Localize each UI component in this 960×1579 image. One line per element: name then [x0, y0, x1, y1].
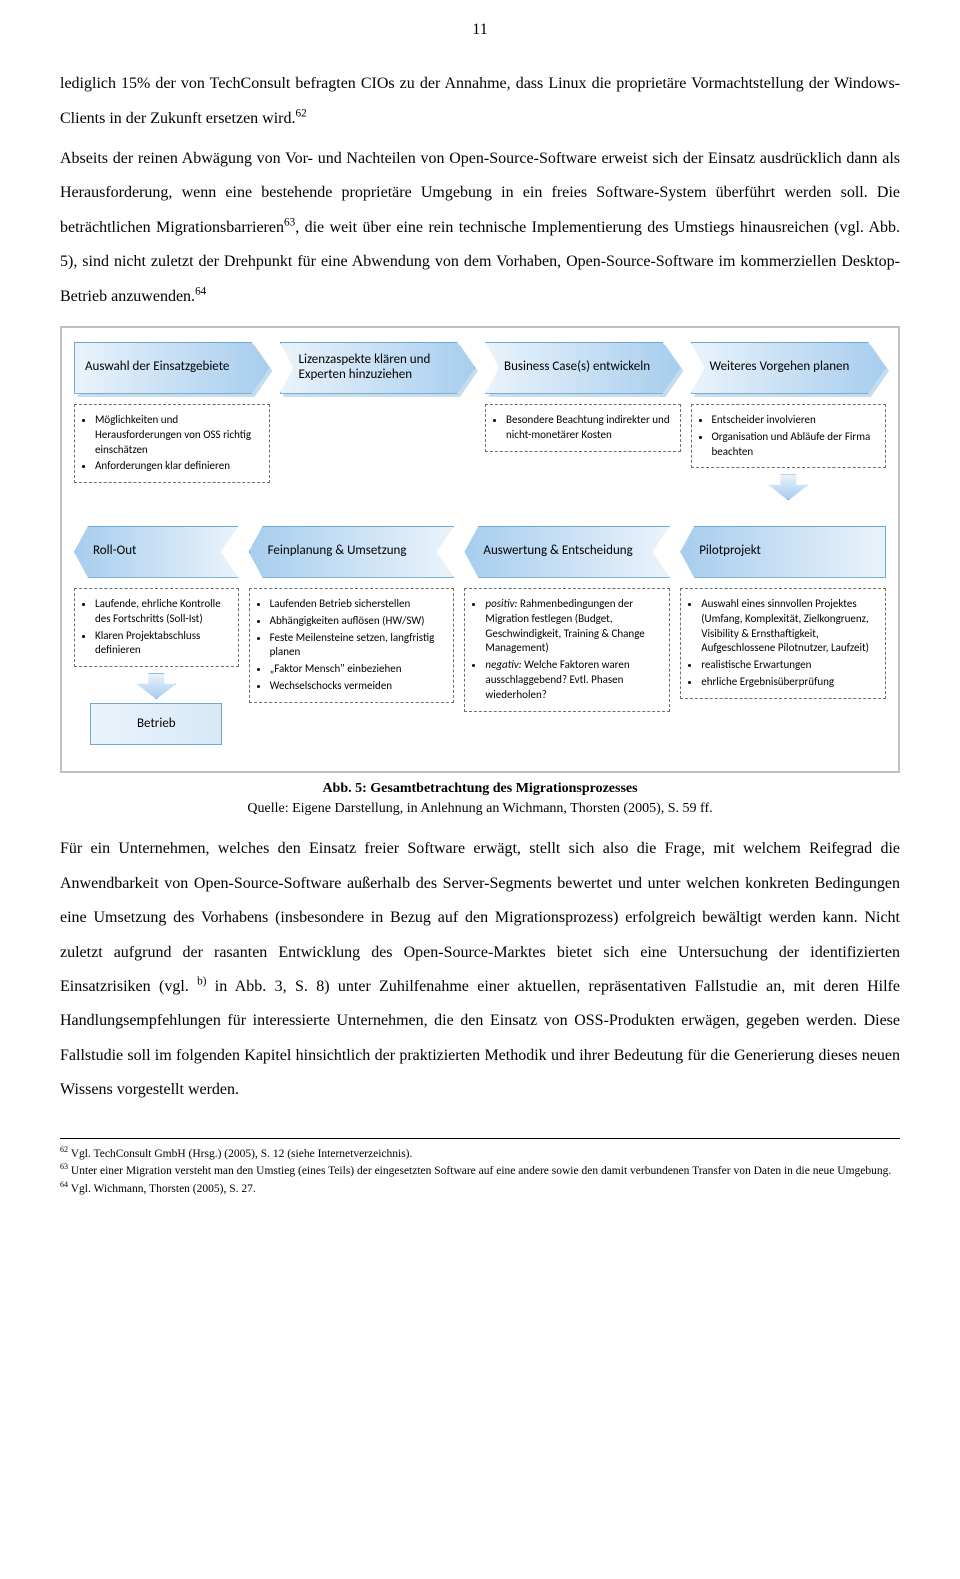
bullets-rollout: Laufende, ehrliche Kontrolle des Fortsch…	[74, 588, 239, 667]
figure-5: Auswahl der Einsatzgebiete Möglichkeiten…	[60, 326, 900, 773]
chev-feinplanung: Feinplanung & Umsetzung	[249, 526, 455, 578]
footnotes: 62 Vgl. TechConsult GmbH (Hrsg.) (2005),…	[60, 1138, 900, 1198]
chev-auswertung: Auswertung & Entscheidung	[464, 526, 670, 578]
chev-rollout: Roll-Out	[74, 526, 239, 578]
step-rollout: Roll-Out Laufende, ehrliche Kontrolle de…	[74, 526, 239, 745]
footnote-ref-63: 63	[284, 216, 295, 228]
paragraph-2: Abseits der reinen Abwägung von Vor- und…	[60, 142, 900, 314]
bullet: Organisation und Abläufe der Firma beach…	[712, 430, 878, 460]
down-arrow-icon	[768, 474, 808, 500]
bullet: „Faktor Mensch" einbeziehen	[270, 662, 446, 677]
bullet: Möglichkeiten und Herausforderungen von …	[95, 413, 261, 458]
paragraph-1: lediglich 15% der von TechConsult befrag…	[60, 67, 900, 136]
bullet: Laufende, ehrliche Kontrolle des Fortsch…	[95, 597, 230, 627]
bullet: Laufenden Betrieb sicherstellen	[270, 597, 446, 612]
paragraph-3: Für ein Unternehmen, welches den Einsatz…	[60, 832, 900, 1107]
footnote-ref-64: 64	[195, 285, 206, 297]
step-lizenz: Lizenzaspekte klären und Experten hinzuz…	[280, 342, 476, 512]
bullet: Abhängigkeiten auflösen (HW/SW)	[270, 614, 446, 629]
footnote-64: 64 Vgl. Wichmann, Thorsten (2005), S. 27…	[60, 1182, 900, 1198]
betrieb-box: Betrieb	[90, 703, 222, 745]
step-feinplanung: Feinplanung & Umsetzung Laufenden Betrie…	[249, 526, 455, 745]
para3-post: in Abb. 3, S. 8) unter Zuhilfenahme eine…	[60, 978, 900, 1098]
figure-caption: Abb. 5: Gesamtbetrachtung des Migrations…	[60, 779, 900, 818]
flow-row-1: Auswahl der Einsatzgebiete Möglichkeiten…	[74, 342, 886, 512]
bullet: Entscheider involvieren	[712, 413, 878, 428]
bullet: Klaren Projektabschluss definieren	[95, 629, 230, 659]
bullets-business: Besondere Beachtung indirekter und nicht…	[485, 404, 681, 452]
footnote-62: 62 Vgl. TechConsult GmbH (Hrsg.) (2005),…	[60, 1147, 900, 1163]
down-arrow-icon	[136, 673, 176, 699]
bullet: Feste Meilensteine setzen, langfristig p…	[270, 631, 446, 661]
step-business-case: Business Case(s) entwickeln Besondere Be…	[485, 342, 681, 512]
bullets-vorgehen: Entscheider involvieren Organisation und…	[691, 404, 887, 469]
bullets-pilot: Auswahl eines sinnvollen Projektes (Umfa…	[680, 588, 886, 699]
bullets-auswahl: Möglichkeiten und Herausforderungen von …	[74, 404, 270, 483]
chev-auswahl: Auswahl der Einsatzgebiete	[74, 342, 270, 394]
step-pilot: Pilotprojekt Auswahl eines sinnvollen Pr…	[680, 526, 886, 745]
bullet: ehrliche Ergebnisüberprüfung	[701, 675, 877, 690]
step-auswertung: Auswertung & Entscheidung positiv: Rahme…	[464, 526, 670, 745]
flow-row-2: Roll-Out Laufende, ehrliche Kontrolle de…	[74, 526, 886, 745]
caption-subtitle: Quelle: Eigene Darstellung, in Anlehnung…	[247, 801, 712, 816]
footnote-63: 63 Unter einer Migration versteht man de…	[60, 1164, 900, 1180]
para3-pre: Für ein Unternehmen, welches den Einsatz…	[60, 840, 900, 995]
chev-business: Business Case(s) entwickeln	[485, 342, 681, 394]
page-number: 11	[60, 20, 900, 39]
step-vorgehen: Weiteres Vorgehen planen Entscheider inv…	[691, 342, 887, 512]
bullets-feinplanung: Laufenden Betrieb sicherstellen Abhängig…	[249, 588, 455, 703]
bullet: Besondere Beachtung indirekter und nicht…	[506, 413, 672, 443]
bullet: realistische Erwartungen	[701, 658, 877, 673]
step-auswahl: Auswahl der Einsatzgebiete Möglichkeiten…	[74, 342, 270, 512]
bullet: Auswahl eines sinnvollen Projektes (Umfa…	[701, 597, 877, 656]
caption-title: Abb. 5: Gesamtbetrachtung des Migrations…	[322, 781, 637, 796]
bullet: Wechselschocks vermeiden	[270, 679, 446, 694]
chev-vorgehen: Weiteres Vorgehen planen	[691, 342, 887, 394]
para1-text: lediglich 15% der von TechConsult befrag…	[60, 75, 900, 126]
bullets-auswertung: positiv: Rahmenbedingungen der Migration…	[464, 588, 670, 712]
chev-pilot: Pilotprojekt	[680, 526, 886, 578]
chev-lizenz: Lizenzaspekte klären und Experten hinzuz…	[280, 342, 476, 394]
footnote-ref-62: 62	[296, 107, 307, 119]
bullet: Anforderungen klar definieren	[95, 459, 261, 474]
